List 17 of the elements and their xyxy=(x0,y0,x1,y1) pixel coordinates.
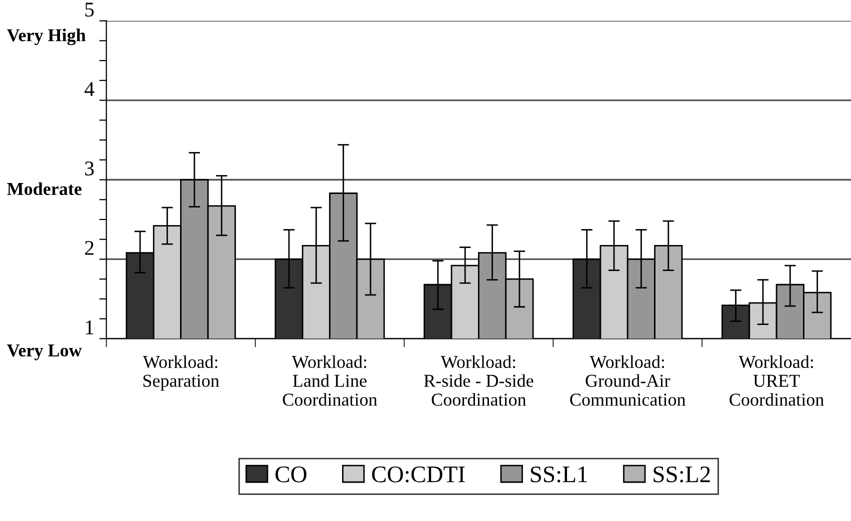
text: Very Low xyxy=(7,344,82,360)
y-tick-label: 1 xyxy=(86,320,94,334)
x-tick-label: Workload: Ground-Air Communication xyxy=(570,355,686,406)
y-tick-label: 3 xyxy=(85,162,94,176)
y-tick-label: 2 xyxy=(85,240,94,255)
text: Very High xyxy=(7,28,86,46)
x-tick-label: Workload: Separation xyxy=(142,355,220,391)
text: Moderate xyxy=(7,182,82,196)
legend-label: CO xyxy=(276,466,306,482)
x-tick-label: Workload: URET Coordination xyxy=(730,355,824,406)
x-tick-label: Workload: R-side - D-side Coordination xyxy=(424,355,534,406)
legend-label: SS:L2 xyxy=(654,466,710,482)
legend-label: SS:L1 xyxy=(530,466,587,482)
x-tick-label: Workload: Land Line Coordination xyxy=(282,355,378,406)
legend-label: CO:CDTI xyxy=(372,466,465,482)
y-tick-label: 4 xyxy=(84,82,94,96)
y-tick-label: 5 xyxy=(85,2,94,17)
